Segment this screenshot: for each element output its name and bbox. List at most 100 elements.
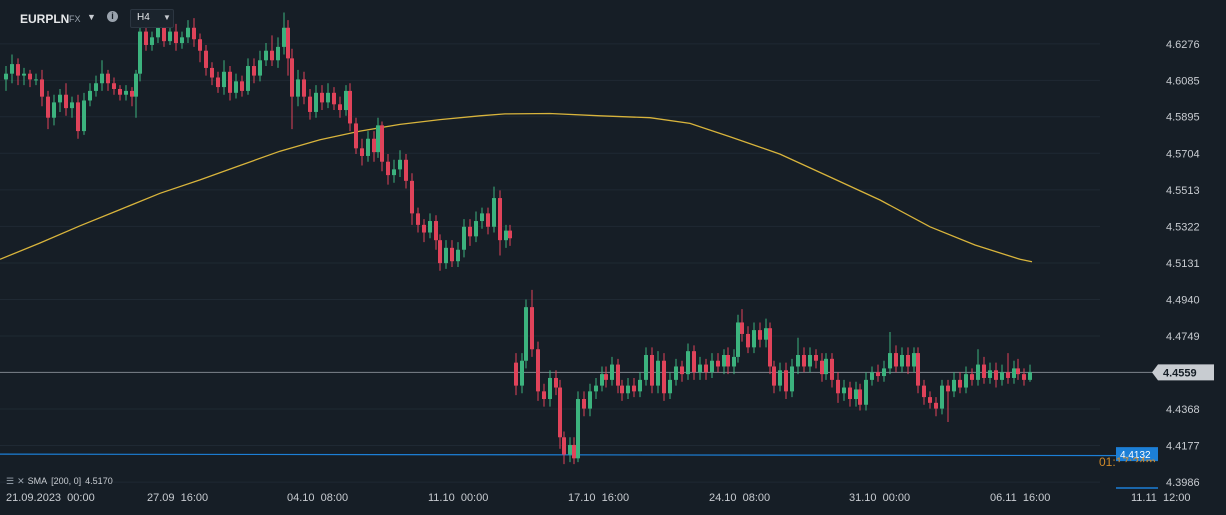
candle-body [736, 322, 740, 357]
candle [912, 347, 916, 373]
candle [600, 366, 604, 392]
candle-body [830, 358, 834, 380]
candle-body [680, 366, 684, 375]
candle-body [456, 249, 460, 262]
candle-body [258, 60, 262, 76]
candle [582, 391, 586, 417]
indicator-name: SMA [27, 476, 48, 486]
candle-body [778, 370, 782, 386]
candle [462, 219, 466, 258]
candle [588, 383, 592, 417]
candle-body [934, 402, 938, 409]
candle-body [814, 354, 818, 361]
candle [130, 87, 134, 107]
candle [858, 383, 862, 411]
candle-body [252, 66, 256, 76]
y-tick-label: 4.4177 [1166, 441, 1200, 453]
candle [134, 69, 138, 118]
candle [746, 326, 750, 354]
candle-body [536, 349, 540, 392]
candle [1006, 353, 1010, 384]
candle-body [520, 360, 524, 386]
candle-body [82, 100, 86, 132]
candle-body [210, 67, 214, 78]
indicator-params: [200, 0] [51, 476, 82, 486]
candle [64, 83, 68, 116]
candle [1000, 364, 1004, 386]
close-icon[interactable]: ✕ [17, 476, 25, 486]
x-tick-label: 04.10 08:00 [287, 492, 348, 504]
candle-body [492, 198, 496, 227]
candle-body [64, 94, 68, 109]
candle [752, 322, 756, 354]
candle [404, 154, 408, 189]
timeframe-selector[interactable]: H4 ▼ [130, 9, 174, 28]
candle-body [320, 92, 324, 103]
candle [398, 150, 402, 178]
settings-icon[interactable]: ☰ [6, 476, 15, 486]
candle-body [290, 58, 294, 97]
candle [1012, 360, 1016, 384]
candle [736, 314, 740, 363]
candle [498, 190, 502, 256]
candle-body [386, 161, 390, 176]
candle-body [282, 27, 286, 47]
candle [486, 207, 490, 235]
candle-body [474, 221, 478, 237]
candle [252, 58, 256, 84]
time-axis[interactable]: 21.09.2023 00:00 27.09 16:00 04.10 08:00 11… [6, 492, 1191, 504]
candle [456, 242, 460, 267]
countdown-mask [1116, 462, 1158, 480]
chart-header: EURPLN FX ▼ i H4 ▼ [0, 0, 1226, 36]
candle [988, 362, 992, 384]
candle-body [450, 247, 454, 262]
candle-body [100, 73, 104, 84]
candle-body [876, 372, 880, 377]
x-tick-label: 27.09 16:00 [147, 492, 208, 504]
chevron-down-icon[interactable]: ▼ [87, 12, 96, 22]
price-axis[interactable]: 4.6276 4.6085 4.5895 4.5704 4.5513 4.5322 4.51… [1166, 39, 1200, 489]
candle [444, 240, 448, 269]
candle [504, 224, 508, 248]
candle-body [308, 96, 312, 112]
blue-level-text: 4.4132 [1120, 450, 1151, 461]
candle [290, 48, 294, 130]
candle [276, 37, 280, 68]
candle-body [882, 368, 886, 377]
current-price-label: 4.4559 [1152, 364, 1214, 381]
candle [4, 66, 8, 91]
symbol-name[interactable]: EURPLN [20, 12, 70, 26]
candle-body [106, 73, 110, 84]
candle [106, 69, 110, 91]
candle [870, 366, 874, 386]
candle [270, 35, 274, 67]
candle-body [1028, 372, 1032, 380]
candle [692, 345, 696, 380]
candle-body [162, 25, 166, 42]
x-tick-label: 24.10 08:00 [709, 492, 770, 504]
candle-body [270, 50, 274, 61]
candle [514, 353, 518, 396]
candle [204, 44, 208, 76]
candle-body [344, 90, 348, 111]
candle [76, 94, 80, 139]
candle-body [922, 385, 926, 398]
candle [320, 85, 324, 111]
candle [814, 349, 818, 369]
candle-body [994, 370, 998, 380]
candle [958, 372, 962, 394]
info-icon[interactable]: i [107, 11, 118, 22]
candle [94, 75, 98, 97]
indicator-legend[interactable]: ☰ ✕ SMA [200, 0] 4.5170 [6, 476, 113, 487]
candle [758, 322, 762, 348]
candle-body [542, 391, 546, 400]
candle [286, 20, 290, 76]
candle [360, 138, 364, 166]
y-tick-label: 4.4749 [1166, 331, 1200, 343]
candle-body [988, 370, 992, 378]
candle-body [1022, 374, 1026, 380]
candle [976, 349, 980, 386]
candle-body [228, 71, 232, 93]
candle [680, 360, 684, 382]
